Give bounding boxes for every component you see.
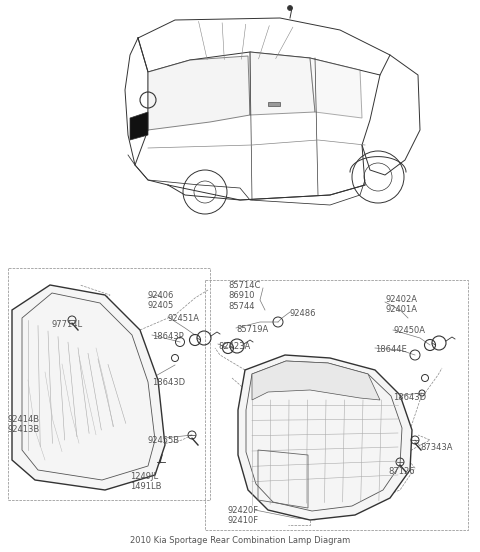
Text: 92414B
92413B: 92414B 92413B [8,415,40,434]
Polygon shape [130,112,148,140]
Text: 18643P: 18643P [152,332,184,341]
Text: 18644E: 18644E [375,345,407,354]
Text: 92402A
92401A: 92402A 92401A [385,295,417,315]
Text: 85719A: 85719A [236,325,268,334]
Text: 92420F
92410F: 92420F 92410F [228,506,259,526]
Text: 87343A: 87343A [420,443,453,452]
Text: 92451A: 92451A [168,314,200,323]
Text: 1249JL
1491LB: 1249JL 1491LB [130,472,161,491]
Text: 92486: 92486 [290,309,316,318]
Text: 92450A: 92450A [393,326,425,335]
Text: 92406
92405: 92406 92405 [148,291,174,310]
Text: 18643D: 18643D [393,393,426,402]
Polygon shape [250,52,315,115]
Bar [268,102,280,106]
Text: 2010 Kia Sportage Rear Combination Lamp Diagram: 2010 Kia Sportage Rear Combination Lamp … [130,536,350,545]
Text: 85714C
86910
85744: 85714C 86910 85744 [228,281,260,311]
Text: 87126: 87126 [388,467,415,476]
Polygon shape [252,361,380,400]
Text: 97714L: 97714L [52,320,83,329]
Polygon shape [148,56,250,130]
Polygon shape [310,58,362,118]
Polygon shape [12,285,165,490]
Circle shape [288,6,292,10]
Text: 18643D: 18643D [152,378,185,387]
Text: 92455B: 92455B [148,436,180,445]
Text: 82423A: 82423A [218,342,250,351]
Polygon shape [238,355,412,520]
